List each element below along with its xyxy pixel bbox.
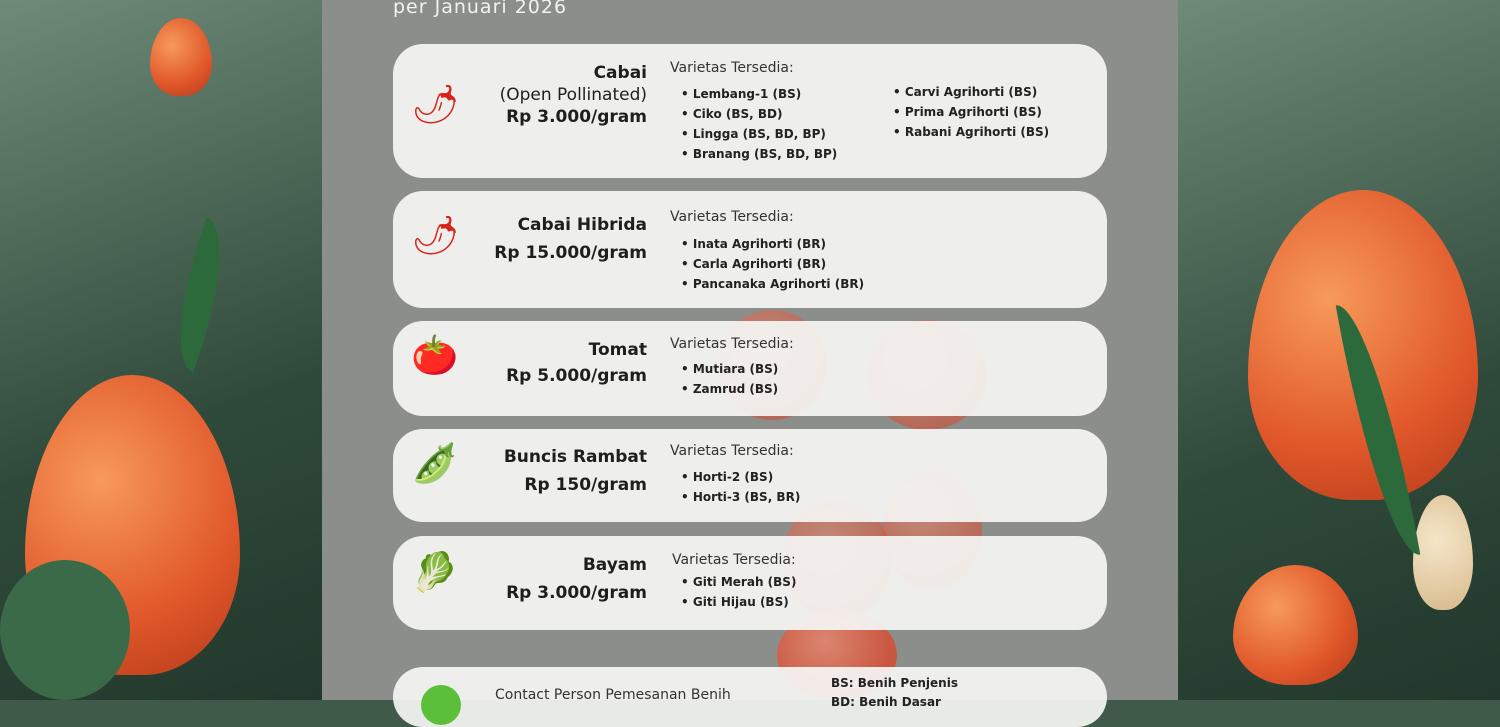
tomato-icon: 🍅 xyxy=(411,333,459,377)
variety-item: Pancanaka Agrihorti (BR) xyxy=(681,274,864,294)
varieties-label: Varietas Tersedia: xyxy=(670,336,794,352)
chili-icon: 🌶 xyxy=(411,82,460,126)
variety-list: Horti-2 (BS) Horti-3 (BS, BR) xyxy=(681,467,800,507)
variety-item: Zamrud (BS) xyxy=(681,379,778,399)
variety-item: Lembang-1 (BS) xyxy=(681,84,837,104)
variety-item: Horti-3 (BS, BR) xyxy=(681,487,800,507)
pumpkin-illustration xyxy=(1233,565,1358,685)
spinach-icon: 🥬 xyxy=(411,550,459,594)
variety-item: Ciko (BS, BD) xyxy=(681,104,837,124)
variety-item: Giti Merah (BS) xyxy=(681,572,797,592)
variety-list: Mutiara (BS) Zamrud (BS) xyxy=(681,359,778,399)
hybrid-chili-icon: 🌶 xyxy=(411,213,460,257)
contact-label: Contact Person Pemesanan Benih xyxy=(495,687,731,703)
product-name: Cabai xyxy=(593,63,647,83)
whatsapp-icon[interactable] xyxy=(421,685,461,725)
green-bean-icon: 🫛 xyxy=(411,441,459,485)
variety-item: Horti-2 (BS) xyxy=(681,467,800,487)
product-price: Rp 15.000/gram xyxy=(494,243,647,263)
variety-item: Giti Hijau (BS) xyxy=(681,592,796,612)
varieties-label: Varietas Tersedia: xyxy=(670,60,794,76)
variety-list: Giti Merah (BS) Giti Hijau (BS) xyxy=(681,572,797,612)
variety-item: Rabani Agrihorti (BS) xyxy=(893,122,1049,142)
varieties-label: Varietas Tersedia: xyxy=(672,552,796,568)
product-note: (Open Pollinated) xyxy=(499,85,647,105)
varieties-label: Varietas Tersedia: xyxy=(670,209,794,225)
variety-item: Prima Agrihorti (BS) xyxy=(893,102,1049,122)
product-name: Buncis Rambat xyxy=(503,447,647,467)
product-card-bayam: 🥬 Bayam Rp 3.000/gram Varietas Tersedia:… xyxy=(393,536,1107,630)
variety-list: Lembang-1 (BS) Ciko (BS, BD) Lingga (BS,… xyxy=(681,84,837,164)
variety-list-2: Carvi Agrihorti (BS) Prima Agrihorti (BS… xyxy=(893,82,1049,142)
legend-item: BS: Benih Penjenis xyxy=(831,676,958,690)
leaf-illustration xyxy=(0,560,130,700)
product-name: Cabai Hibrida xyxy=(517,215,647,235)
variety-item: Inata Agrihorti (BR) xyxy=(681,234,864,254)
product-price: Rp 3.000/gram xyxy=(506,107,647,127)
product-price: Rp 5.000/gram xyxy=(506,366,647,386)
contact-card: Contact Person Pemesanan Benih BS: Benih… xyxy=(393,667,1107,727)
product-price: Rp 3.000/gram xyxy=(506,583,647,603)
left-decoration xyxy=(0,0,322,700)
subtitle: per Januari 2026 xyxy=(393,0,568,18)
legend-item: BD: Benih Dasar xyxy=(831,695,941,709)
product-card-tomat: 🍅 Tomat Rp 5.000/gram Varietas Tersedia:… xyxy=(393,321,1107,416)
variety-item: Carla Agrihorti (BR) xyxy=(681,254,864,274)
right-decoration xyxy=(1178,0,1500,700)
onion-illustration xyxy=(1413,495,1473,610)
variety-item: Branang (BS, BD, BP) xyxy=(681,144,837,164)
variety-item: Carvi Agrihorti (BS) xyxy=(893,82,1049,102)
rosehip-illustration xyxy=(150,18,212,96)
variety-item: Lingga (BS, BD, BP) xyxy=(681,124,837,144)
product-card-cabai: 🌶 Cabai (Open Pollinated) Rp 3.000/gram … xyxy=(393,44,1107,178)
product-name: Tomat xyxy=(588,340,647,360)
product-card-cabai-hibrida: 🌶 Cabai Hibrida Rp 15.000/gram Varietas … xyxy=(393,191,1107,308)
varieties-label: Varietas Tersedia: xyxy=(670,443,794,459)
variety-list: Inata Agrihorti (BR) Carla Agrihorti (BR… xyxy=(681,234,864,294)
product-card-buncis-rambat: 🫛 Buncis Rambat Rp 150/gram Varietas Ter… xyxy=(393,429,1107,522)
product-price: Rp 150/gram xyxy=(524,475,647,495)
leaf-illustration xyxy=(155,217,245,373)
variety-item: Mutiara (BS) xyxy=(681,359,778,379)
product-name: Bayam xyxy=(582,555,647,575)
